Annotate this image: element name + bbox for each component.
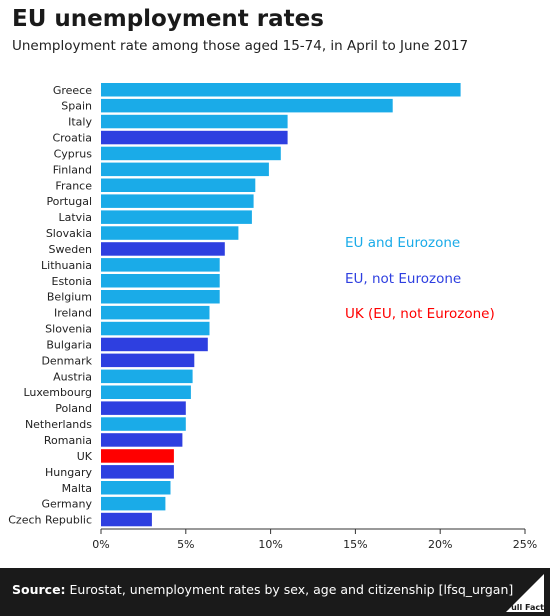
category-label-uk: UK <box>77 450 93 463</box>
category-label-portugal: Portugal <box>46 195 92 208</box>
category-label-romania: Romania <box>44 434 92 447</box>
bar-slovakia <box>101 226 239 240</box>
bar-lithuania <box>101 258 220 272</box>
category-label-germany: Germany <box>41 498 92 511</box>
x-tick-label: 15% <box>343 538 367 551</box>
category-label-estonia: Estonia <box>52 275 93 288</box>
category-label-netherlands: Netherlands <box>25 418 92 431</box>
category-label-luxembourg: Luxembourg <box>23 386 92 399</box>
bar-italy <box>101 114 288 129</box>
bar-germany <box>101 496 166 511</box>
bar-sweden <box>101 242 225 256</box>
category-label-bulgaria: Bulgaria <box>46 339 92 352</box>
category-label-france: France <box>55 179 92 192</box>
category-label-lithuania: Lithuania <box>41 259 92 272</box>
bar-cyprus <box>101 146 281 161</box>
category-label-malta: Malta <box>62 482 92 495</box>
x-tick-label: 0% <box>92 538 109 551</box>
legend-entry-eu-eurozone: EU and Eurozone <box>345 235 460 251</box>
category-label-spain: Spain <box>61 100 92 113</box>
category-label-croatia: Croatia <box>52 132 92 145</box>
source-text: Eurostat, unemployment rates by sex, age… <box>65 582 514 597</box>
bar-denmark <box>101 353 195 368</box>
full-fact-logo-icon <box>506 574 544 612</box>
bar-greece <box>101 83 461 97</box>
bar-romania <box>101 433 183 447</box>
x-tick-label: 20% <box>428 538 452 551</box>
category-label-denmark: Denmark <box>41 354 92 367</box>
category-label-italy: Italy <box>68 116 92 129</box>
category-label-ireland: Ireland <box>54 307 92 320</box>
footer-bar: Source: Eurostat, unemployment rates by … <box>0 568 550 616</box>
bar-malta <box>101 481 171 495</box>
source-label: Source: <box>12 582 66 597</box>
bar-estonia <box>101 274 220 288</box>
x-tick-label: 25% <box>513 538 537 551</box>
category-label-hungary: Hungary <box>45 466 92 479</box>
x-tick-label: 5% <box>177 538 194 551</box>
bar-uk <box>101 449 174 463</box>
category-label-slovakia: Slovakia <box>46 227 92 240</box>
source-note: Source: Eurostat, unemployment rates by … <box>12 582 513 597</box>
legend-entry-eu-not-eurozone: EU, not Eurozone <box>345 271 461 287</box>
chart-subtitle: Unemployment rate among those aged 15-74… <box>12 38 469 54</box>
bar-portugal <box>101 194 254 208</box>
category-label-poland: Poland <box>55 402 92 415</box>
bar-chart: Greece Spain Italy Croatia Cyprus Finland Fran… <box>8 83 537 551</box>
category-label-slovenia: Slovenia <box>45 323 92 336</box>
category-label-belgium: Belgium <box>47 291 92 304</box>
bar-belgium <box>101 290 220 304</box>
x-tick-label: 10% <box>258 538 282 551</box>
category-label-czech-republic: Czech Republic <box>8 514 92 527</box>
legend-entry-uk: UK (EU, not Eurozone) <box>345 306 495 322</box>
category-label-latvia: Latvia <box>59 211 93 224</box>
bar-czech-republic <box>101 512 152 527</box>
bar-netherlands <box>101 417 186 431</box>
bar-croatia <box>101 130 288 145</box>
bar-finland <box>101 162 269 177</box>
bar-spain <box>101 98 393 113</box>
bar-bulgaria <box>101 337 208 352</box>
logo-label: Full Fact <box>506 603 544 612</box>
bar-ireland <box>101 305 210 320</box>
category-label-cyprus: Cyprus <box>54 147 93 160</box>
bar-latvia <box>101 210 252 224</box>
bar-poland <box>101 401 186 415</box>
bar-france <box>101 178 256 192</box>
bar-slovenia <box>101 321 210 336</box>
chart-title: EU unemployment rates <box>12 6 324 32</box>
category-label-sweden: Sweden <box>49 243 92 256</box>
bar-austria <box>101 369 193 384</box>
bar-luxembourg <box>101 385 191 399</box>
category-label-greece: Greece <box>53 84 92 97</box>
bar-hungary <box>101 465 174 479</box>
category-label-austria: Austria <box>53 370 92 383</box>
category-label-finland: Finland <box>53 163 92 176</box>
